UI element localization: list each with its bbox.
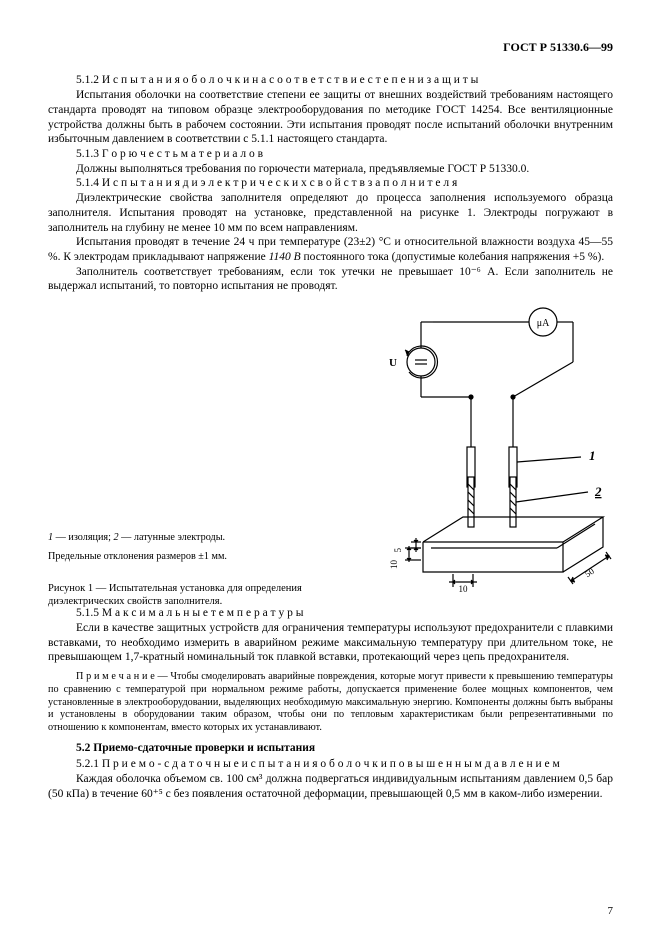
figure-caption: Рисунок 1 — Испытательная установка для … xyxy=(48,582,368,608)
figure-legend: 1 — изоляция; 2 — латунные электроды. Пр… xyxy=(48,531,298,571)
svg-text:U: U xyxy=(389,357,397,369)
sec-5-1-4-text-1: Диэлектрические свойства заполнителя опр… xyxy=(48,191,613,235)
text-italic: 1140 В xyxy=(269,251,301,263)
legend-text: — латунные электроды. xyxy=(119,532,226,543)
sec-5-2-heading: 5.2 Приемо-сдаточные проверки и испытани… xyxy=(48,741,613,756)
legend-tolerance: Предельные отклонения размеров ±1 мм. xyxy=(48,550,298,564)
page-number: 7 xyxy=(608,904,614,918)
sec-5-2-1-text: Каждая оболочка объемом св. 100 см³ долж… xyxy=(48,772,613,801)
figure-1-svg: μA U xyxy=(313,302,613,592)
sec-5-1-2-text: Испытания оболочки на соответствие степе… xyxy=(48,88,613,147)
svg-text:10: 10 xyxy=(389,560,399,570)
figure-1-block: μA U xyxy=(48,302,613,602)
svg-text:μA: μA xyxy=(537,318,550,329)
document-header: ГОСТ Р 51330.6—99 xyxy=(48,40,613,55)
sec-5-1-2-heading: 5.1.2 И с п ы т а н и я о б о л о ч к и … xyxy=(48,73,613,88)
svg-text:5: 5 xyxy=(393,548,403,553)
legend-text: — изоляция; xyxy=(53,532,113,543)
sec-5-1-3-heading: 5.1.3 Г о р ю ч е с т ь м а т е р и а л … xyxy=(48,147,613,162)
sec-5-1-4-text-3: Заполнитель соответствует требованиям, е… xyxy=(48,265,613,294)
text-frag: постоянного тока (допустимые колебания н… xyxy=(301,251,605,263)
sec-5-1-5-heading: 5.1.5 М а к с и м а л ь н ы е т е м п е … xyxy=(48,606,613,621)
svg-text:50: 50 xyxy=(583,566,596,580)
svg-text:2: 2 xyxy=(594,484,602,499)
sec-5-1-5-text: Если в качестве защитных устройств для о… xyxy=(48,621,613,665)
sec-5-2-1-heading: 5.2.1 П р и е м о - с д а т о ч н ы е и … xyxy=(48,757,613,772)
sec-5-1-4-text-2: Испытания проводят в течение 24 ч при те… xyxy=(48,235,613,264)
sec-5-1-3-text: Должны выполняться требования по горючес… xyxy=(48,162,613,177)
sec-5-1-4-heading: 5.1.4 И с п ы т а н и я д и э л е к т р … xyxy=(48,176,613,191)
svg-text:1: 1 xyxy=(589,448,596,463)
sec-5-1-5-note: П р и м е ч а н и е — Чтобы смоделироват… xyxy=(48,671,613,735)
svg-text:10: 10 xyxy=(459,584,469,592)
